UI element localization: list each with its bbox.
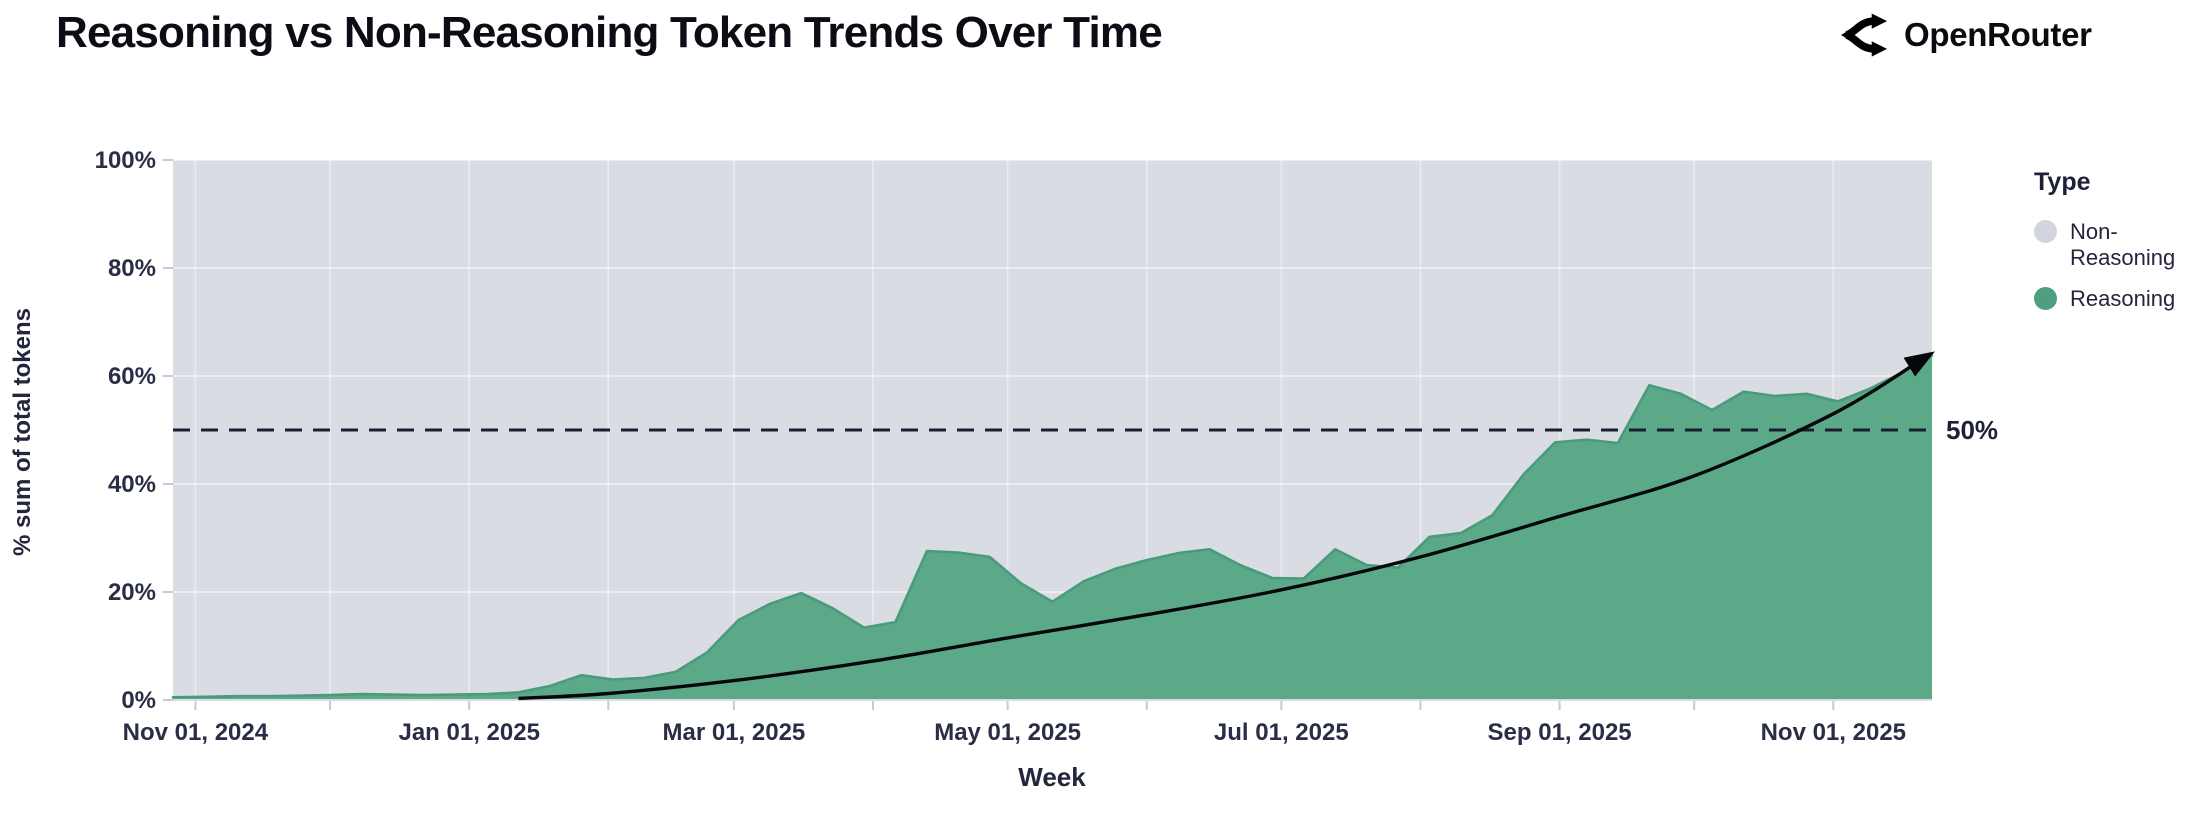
x-axis-title: Week xyxy=(1018,762,1086,792)
fifty-percent-label: 50% xyxy=(1946,415,1998,445)
y-tick-label: 40% xyxy=(108,471,156,498)
x-tick-label: Sep 01, 2025 xyxy=(1488,719,1632,746)
legend-item-reasoning[interactable]: Reasoning xyxy=(2034,286,2202,312)
page-title: Reasoning vs Non-Reasoning Token Trends … xyxy=(56,8,1163,57)
x-tick-label: May 01, 2025 xyxy=(934,719,1081,746)
reasoning-area-outline xyxy=(171,354,1934,699)
legend-item-non-reasoning[interactable]: Non-Reasoning xyxy=(2034,219,2202,271)
openrouter-logo-icon xyxy=(1840,12,1890,58)
reasoning-swatch xyxy=(2034,287,2057,310)
y-tick-label: 80% xyxy=(108,255,156,282)
y-tick-label: 20% xyxy=(108,579,156,606)
trend-arrowhead xyxy=(1903,351,1935,377)
x-tick-label: Nov 01, 2025 xyxy=(1761,719,1906,746)
y-tick-label: 100% xyxy=(95,147,156,174)
x-tick-label: Mar 01, 2025 xyxy=(663,719,806,746)
y-axis-title: % sum of total tokens xyxy=(9,307,36,557)
x-tick-label: Jul 01, 2025 xyxy=(1214,719,1349,746)
brand-name: OpenRouter xyxy=(1904,16,2092,53)
openrouter-brand[interactable]: OpenRouter xyxy=(1840,12,2092,58)
legend-title: Type xyxy=(2034,168,2091,196)
x-tick-label: Jan 01, 2025 xyxy=(398,719,539,746)
x-tick-label: Nov 01, 2024 xyxy=(123,719,269,746)
legend: Type Non-Reasoning Reasoning xyxy=(2034,168,2202,327)
trend-arrow-line xyxy=(518,357,1924,701)
y-tick-label: 0% xyxy=(121,687,156,714)
non-reasoning-swatch xyxy=(2034,220,2057,243)
reasoning-area[interactable] xyxy=(173,355,1932,701)
legend-item-label: Non-Reasoning xyxy=(2070,219,2176,270)
y-tick-label: 60% xyxy=(108,363,156,390)
legend-item-label: Reasoning xyxy=(2070,286,2176,311)
